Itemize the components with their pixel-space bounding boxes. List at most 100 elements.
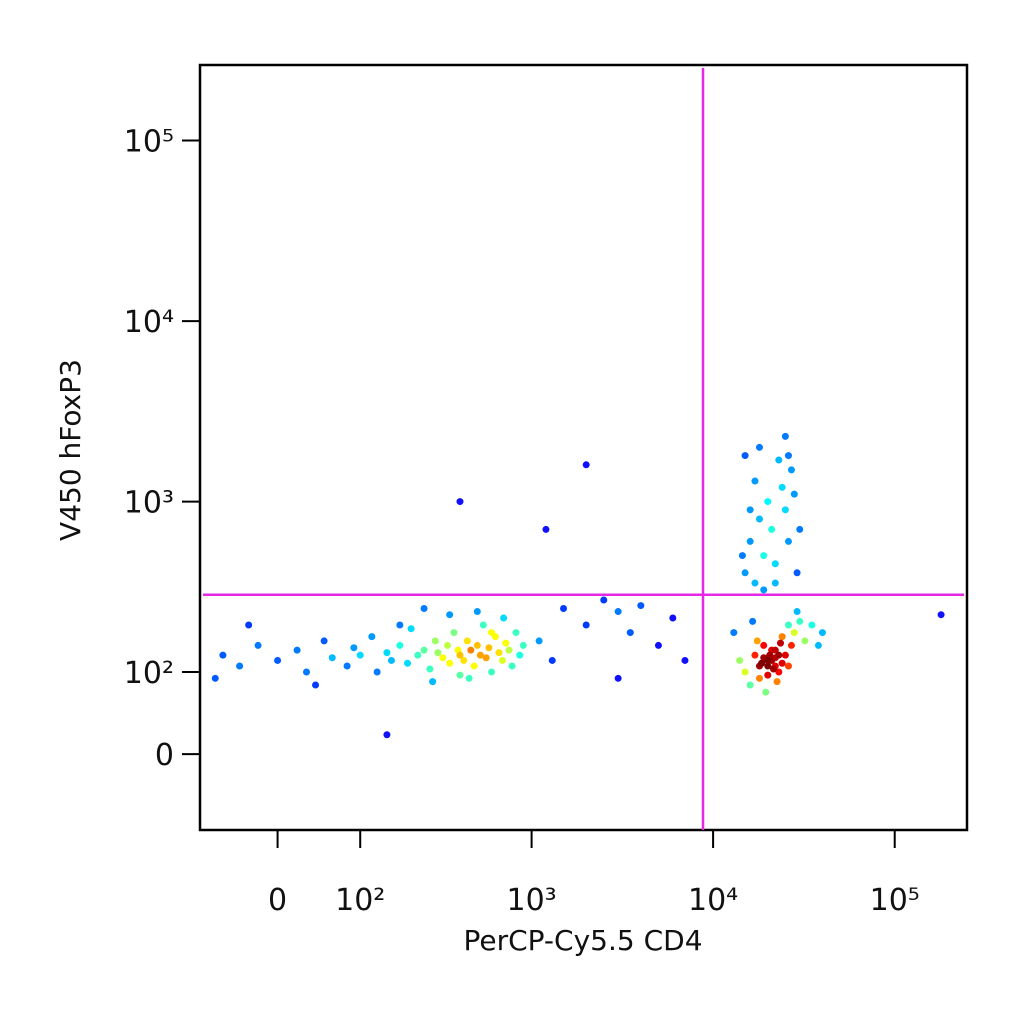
event-dot <box>434 649 442 657</box>
x-tick-label: 10⁴ <box>688 883 738 918</box>
event-dot <box>383 731 391 739</box>
event-dot <box>669 614 677 622</box>
event-dot <box>414 651 422 659</box>
event-dot <box>746 506 754 514</box>
event-dot <box>396 641 404 649</box>
event-dot <box>446 611 454 619</box>
event-dot <box>775 668 783 676</box>
event-dot <box>778 483 786 491</box>
event-dot <box>431 637 439 645</box>
event-dot <box>771 560 779 568</box>
event-dot <box>796 617 804 625</box>
event-dot <box>373 668 381 676</box>
event-dot <box>787 641 795 649</box>
event-dot <box>404 659 412 667</box>
event-dot <box>245 621 253 629</box>
event-dot <box>937 611 945 619</box>
event-dot <box>519 641 527 649</box>
event-dot <box>781 651 789 659</box>
y-axis-title: V450 hFoxP3 <box>54 359 87 541</box>
event-dot <box>473 608 481 616</box>
event-dot <box>535 637 543 645</box>
y-tick-label: 0 <box>155 738 174 773</box>
event-dot <box>760 552 768 560</box>
event-dot <box>755 674 763 682</box>
event-dot <box>485 644 493 652</box>
event-dot <box>778 659 786 667</box>
event-dot <box>505 646 513 654</box>
event-dot <box>764 662 772 670</box>
event-dot <box>368 633 376 641</box>
event-dot <box>781 506 789 514</box>
event-dot <box>476 651 484 659</box>
event-dot <box>470 662 478 670</box>
event-dot <box>429 678 437 686</box>
event-dot <box>508 662 516 670</box>
event-dot <box>751 579 759 587</box>
event-dot <box>746 537 754 545</box>
event-dot <box>456 671 464 679</box>
event-dot <box>254 641 262 649</box>
event-dot <box>407 625 415 633</box>
event-dot <box>460 656 468 664</box>
event-dot <box>320 637 328 645</box>
event-dot <box>654 641 662 649</box>
event-dot <box>768 525 776 533</box>
event-dot <box>456 651 464 659</box>
event-dot <box>614 674 622 682</box>
event-dot <box>482 654 490 662</box>
event-dot <box>764 671 772 679</box>
event-dot <box>741 569 749 577</box>
event-dot <box>755 443 763 451</box>
event-dot <box>516 651 524 659</box>
event-dot <box>790 490 798 498</box>
event-dot <box>751 477 759 485</box>
y-tick-label: 10⁴ <box>124 305 174 340</box>
event-dot <box>312 681 320 689</box>
event-dot <box>784 662 792 670</box>
x-tick-label: 0 <box>268 883 287 918</box>
event-dot <box>219 651 227 659</box>
event-dot <box>582 621 590 629</box>
event-dot <box>626 629 634 637</box>
x-tick-label: 10⁵ <box>870 883 920 918</box>
event-dot <box>467 646 475 654</box>
event-dot <box>479 621 487 629</box>
event-dot <box>420 604 428 612</box>
event-dot <box>456 498 464 506</box>
event-dot <box>426 665 434 673</box>
event-dot <box>771 646 779 654</box>
event-dot <box>746 681 754 689</box>
event-dot <box>560 604 568 612</box>
event-dot <box>500 614 508 622</box>
event-dot <box>387 656 395 664</box>
event-dot <box>775 456 783 464</box>
event-dot <box>396 621 404 629</box>
event-dot <box>793 569 801 577</box>
event-dot <box>771 579 779 587</box>
event-dot <box>439 654 447 662</box>
event-dot <box>796 525 804 533</box>
event-dot <box>741 668 749 676</box>
event-dot <box>749 617 757 625</box>
event-dot <box>736 656 744 664</box>
event-dot <box>751 651 759 659</box>
event-dot <box>488 629 496 637</box>
event-dot <box>548 656 556 664</box>
event-dot <box>762 688 770 696</box>
event-dot <box>637 602 645 610</box>
x-axis-title: PerCP-Cy5.5 CD4 <box>463 924 702 957</box>
event-dot <box>784 452 792 460</box>
y-tick-label: 10² <box>124 656 174 691</box>
event-dot <box>818 629 826 637</box>
event-dot <box>758 659 766 667</box>
event-dot <box>787 466 795 474</box>
event-dot <box>473 641 481 649</box>
event-dot <box>463 637 471 645</box>
event-dot <box>502 639 510 647</box>
event-dot <box>790 629 798 637</box>
event-dot <box>784 621 792 629</box>
event-dot <box>738 552 746 560</box>
event-dot <box>512 629 520 637</box>
